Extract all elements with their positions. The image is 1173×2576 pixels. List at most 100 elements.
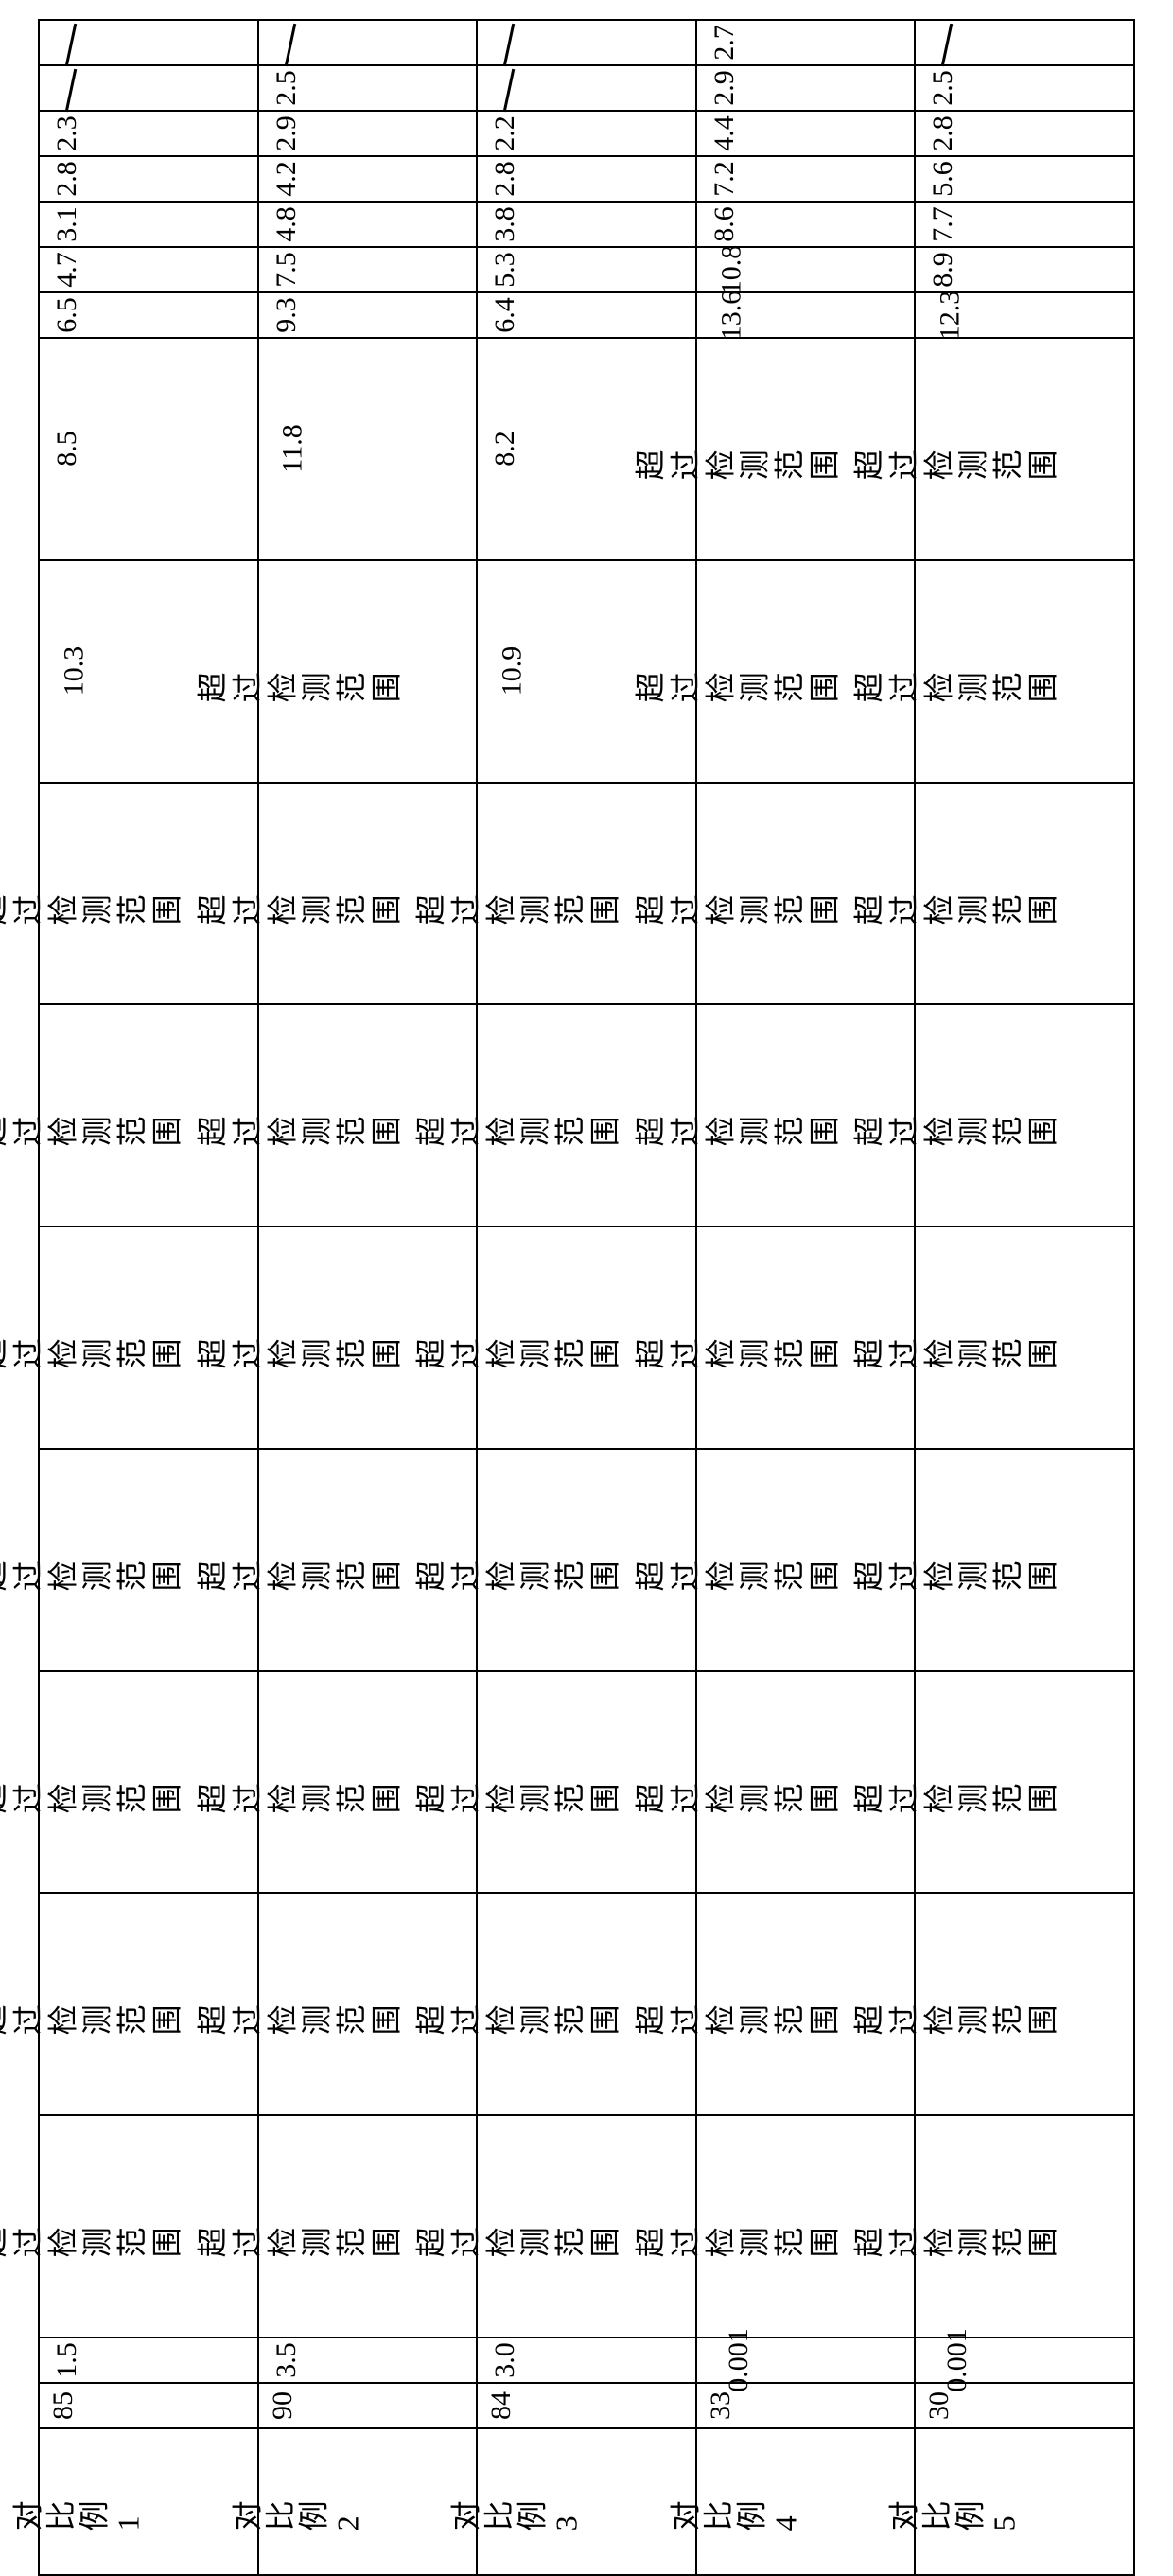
over-range-text: 超过检测范围 — [414, 2196, 623, 2258]
table-row: 4.7 7.5 5.3 10.8 8.9 — [39, 247, 1134, 292]
table-cell: 超过检测范围 — [915, 1893, 1134, 2115]
over-range-text: 超过检测范围 — [0, 1751, 184, 1813]
over-range-text: 超过检测范围 — [633, 1973, 842, 2036]
table-row: 超过检测范围超过检测范围超过检测范围超过检测范围超过检测范围 — [39, 2115, 1134, 2338]
table-cell: 8.9 — [915, 247, 1134, 292]
table-cell: 3.1 — [39, 202, 258, 247]
table-row: 对比例 1对比例 2对比例 3对比例 4对比例 5 — [39, 2428, 1134, 2575]
table-row: 超过检测范围超过检测范围超过检测范围超过检测范围超过检测范围 — [39, 1671, 1134, 1894]
table-cell: 4.7 — [39, 247, 258, 292]
slash-icon — [65, 24, 77, 67]
over-range-text: 超过检测范围 — [195, 1751, 404, 1813]
table-cell: 6.4 — [477, 292, 696, 338]
cell-value: 3.8 — [489, 206, 521, 242]
cell-value: 11.8 — [276, 425, 308, 473]
cell-value: 2.8 — [927, 115, 959, 151]
cell-value: 2.5 — [927, 70, 959, 106]
table-row: 超过检测范围超过检测范围超过检测范围超过检测范围超过检测范围 — [39, 1004, 1134, 1226]
cell-value: 13.6 — [715, 291, 747, 341]
cell-value: 2.5 — [270, 70, 302, 106]
table-cell: 超过检测范围 — [915, 1226, 1134, 1449]
cell-value: 3.5 — [270, 2342, 302, 2378]
table-row: 10.3超过检测范围10.9超过检测范围超过检测范围 — [39, 560, 1134, 783]
table-cell: 3.8 — [477, 202, 696, 247]
table-cell: 2.5 — [258, 65, 478, 111]
slash-icon — [503, 69, 515, 113]
table-cell: 3.0 — [477, 2338, 696, 2383]
cell-value: 4.2 — [270, 161, 302, 197]
table-cell: 7.2 — [696, 156, 916, 202]
over-range-text: 超过检测范围 — [195, 1085, 404, 1147]
table-cell: 10.8 — [696, 247, 916, 292]
over-range-text: 超过检测范围 — [414, 1085, 623, 1147]
table-cell: 6.5 — [39, 292, 258, 338]
over-range-text: 超过检测范围 — [414, 1528, 623, 1591]
cell-value: 90 — [267, 2391, 299, 2420]
cell-value: 2.3 — [51, 115, 83, 151]
over-range-text: 超过检测范围 — [852, 1307, 1061, 1369]
cell-value: 7.2 — [709, 161, 741, 197]
table-cell: 13.6 — [696, 292, 916, 338]
table-cell: 对比例 2 — [258, 2428, 478, 2575]
table-cell: 7.7 — [915, 202, 1134, 247]
over-range-text: 超过检测范围 — [852, 1973, 1061, 2036]
cell-value: 2.8 — [489, 161, 521, 197]
cell-value: 4.7 — [51, 252, 83, 288]
table-cell: 5.3 — [477, 247, 696, 292]
table-cell: 7.5 — [258, 247, 478, 292]
table-cell: 4.8 — [258, 202, 478, 247]
cell-value: 6.5 — [51, 297, 83, 333]
table-cell: 2.8 — [477, 156, 696, 202]
table-row: 超过检测范围超过检测范围超过检测范围超过检测范围超过检测范围 — [39, 783, 1134, 1005]
over-range-text: 超过检测范围 — [414, 1307, 623, 1369]
slash-icon — [941, 24, 953, 67]
table-cell: 2.2 — [477, 111, 696, 156]
table-row: 超过检测范围超过检测范围超过检测范围超过检测范围超过检测范围 — [39, 1449, 1134, 1671]
table-cell: 4.4 — [696, 111, 916, 156]
over-range-text: 超过检测范围 — [0, 1528, 184, 1591]
over-range-text: 超过检测范围 — [633, 640, 842, 702]
cell-value: 3.1 — [51, 206, 83, 242]
over-range-text: 超过检测范围 — [852, 2196, 1061, 2258]
over-range-text: 超过检测范围 — [0, 862, 184, 925]
slash-icon — [284, 24, 295, 67]
table-cell — [258, 20, 478, 65]
cell-value: 30 — [923, 2391, 955, 2420]
over-range-text: 超过检测范围 — [633, 1085, 842, 1147]
data-table: 2.72.52.92.52.32.92.24.42.82.84.22.87.25… — [38, 19, 1135, 2576]
page-container: { "table": { "over_text": "超过检测范围", "col… — [0, 0, 1173, 2139]
cell-value: 9.3 — [270, 297, 302, 333]
over-range-text: 超过检测范围 — [852, 862, 1061, 925]
table-cell: 2.3 — [39, 111, 258, 156]
table-cell: 超过检测范围 — [915, 1671, 1134, 1894]
cell-value: 3.0 — [489, 2342, 521, 2378]
over-range-text: 超过检测范围 — [633, 2196, 842, 2258]
cell-value: 1.5 — [51, 2342, 83, 2378]
cell-value: 0.001 — [723, 2328, 755, 2392]
over-range-text: 超过检测范围 — [0, 1085, 184, 1147]
over-range-text: 超过检测范围 — [195, 2196, 404, 2258]
table-cell: 2.5 — [915, 65, 1134, 111]
table-cell: 超过检测范围 — [915, 2115, 1134, 2338]
over-range-text: 超过检测范围 — [633, 1307, 842, 1369]
table-cell: 0.001 — [696, 2338, 916, 2383]
over-range-text: 超过检测范围 — [633, 1528, 842, 1591]
row-label: 对比例 4 — [669, 2472, 802, 2531]
cell-value: 8.9 — [927, 252, 959, 288]
over-range-text: 超过检测范围 — [0, 2196, 184, 2258]
cell-value: 2.9 — [270, 115, 302, 151]
over-range-text: 超过检测范围 — [195, 640, 404, 702]
over-range-text: 超过检测范围 — [195, 1973, 404, 2036]
table-cell: 对比例 1 — [39, 2428, 258, 2575]
table-cell — [915, 20, 1134, 65]
over-range-text: 超过检测范围 — [633, 862, 842, 925]
cell-value: 5.3 — [489, 252, 521, 288]
cell-value: 0.001 — [941, 2328, 973, 2392]
cell-value: 2.2 — [489, 115, 521, 151]
cell-value: 10.9 — [496, 646, 528, 697]
table-cell: 8.5 — [39, 338, 258, 560]
table-cell: 12.3 — [915, 292, 1134, 338]
cell-value: 8.6 — [709, 206, 741, 242]
table-cell: 超过检测范围 — [915, 1004, 1134, 1226]
slash-icon — [65, 69, 77, 113]
